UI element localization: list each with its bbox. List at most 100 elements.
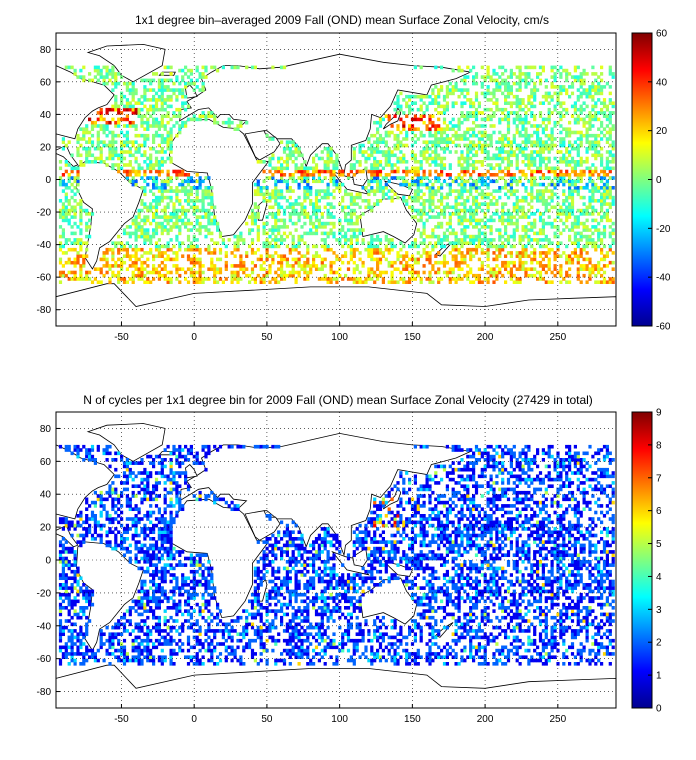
data-cell	[524, 173, 528, 177]
data-cell	[265, 221, 269, 226]
data-cell	[175, 120, 179, 125]
data-cell	[355, 169, 359, 174]
data-cell	[576, 120, 580, 125]
data-cell	[527, 241, 531, 245]
data-cell	[466, 225, 470, 229]
data-cell	[378, 241, 383, 245]
data-cell	[149, 124, 153, 128]
data-cell	[306, 192, 310, 197]
data-cell	[166, 65, 170, 70]
data-cell	[384, 186, 388, 190]
data-cell	[128, 179, 132, 184]
data-cell	[431, 264, 435, 268]
data-cell	[474, 133, 479, 138]
data-cell	[448, 218, 452, 223]
data-cell	[96, 65, 100, 70]
data-cell	[457, 65, 461, 70]
data-cell	[262, 186, 266, 190]
data-cell	[498, 234, 502, 239]
data-cell	[338, 202, 342, 206]
data-cell	[303, 254, 307, 258]
data-cell	[565, 133, 569, 138]
data-cell	[594, 228, 598, 232]
data-cell	[460, 182, 464, 187]
data-cell	[600, 267, 604, 271]
data-cell	[58, 215, 63, 219]
data-cell	[480, 195, 484, 200]
data-cell	[105, 251, 109, 255]
data-cell	[157, 85, 161, 89]
data-cell	[245, 267, 249, 271]
data-cell	[384, 153, 388, 158]
data-cell	[88, 153, 92, 158]
data-cell	[300, 163, 304, 167]
data-cell	[405, 179, 409, 184]
data-cell	[556, 111, 560, 115]
data-cell	[291, 270, 295, 275]
data-cell	[58, 241, 63, 245]
data-cell	[570, 169, 575, 174]
data-cell	[309, 267, 313, 271]
data-cell	[285, 273, 289, 278]
data-cell	[329, 280, 333, 284]
data-cell	[582, 91, 586, 96]
data-cell	[399, 160, 403, 164]
data-cell	[410, 277, 415, 281]
data-cell	[419, 215, 423, 219]
data-cell	[210, 238, 214, 242]
data-cell	[437, 143, 441, 148]
data-cell	[457, 247, 461, 252]
data-cell	[131, 231, 135, 236]
data-cell	[585, 127, 589, 131]
data-cell	[434, 153, 438, 158]
data-cell	[454, 88, 458, 92]
data-cell	[125, 124, 129, 128]
data-cell	[111, 117, 115, 122]
data-cell	[413, 114, 417, 118]
data-cell	[445, 202, 449, 206]
data-cell	[341, 228, 345, 232]
data-cell	[597, 140, 601, 144]
data-cell	[277, 225, 281, 229]
data-cell	[556, 94, 560, 99]
data-cell	[591, 153, 595, 158]
data-cell	[274, 280, 278, 284]
data-cell	[463, 241, 467, 245]
data-cell	[346, 205, 351, 210]
data-cell	[509, 244, 513, 249]
data-cell	[597, 143, 601, 148]
data-cell	[108, 140, 112, 144]
data-cell	[536, 153, 540, 158]
data-cell	[442, 260, 447, 265]
data-cell	[562, 68, 566, 73]
data-cell	[70, 205, 74, 210]
data-cell	[495, 88, 499, 92]
data-cell	[178, 199, 182, 203]
data-cell	[184, 247, 188, 252]
data-cell	[175, 195, 179, 200]
data-cell	[125, 241, 129, 245]
data-cell	[460, 277, 464, 281]
data-cell	[524, 228, 528, 232]
data-cell	[425, 124, 429, 128]
data-cell	[210, 218, 214, 223]
data-cell	[416, 199, 420, 203]
data-cell	[79, 277, 83, 281]
data-cell	[361, 150, 365, 154]
data-cell	[373, 120, 377, 125]
data-cell	[169, 199, 173, 203]
data-cell	[524, 120, 528, 125]
data-cell	[451, 247, 455, 252]
data-cell	[434, 192, 438, 197]
data-cell	[480, 117, 484, 122]
data-cell	[460, 202, 464, 206]
data-cell	[67, 238, 71, 242]
data-cell	[152, 228, 156, 232]
data-cell	[274, 244, 278, 249]
data-cell	[454, 202, 458, 206]
data-cell	[99, 75, 103, 79]
data-cell	[600, 247, 604, 252]
data-cell	[163, 88, 167, 92]
data-cell	[472, 153, 476, 158]
data-cell	[184, 107, 188, 112]
